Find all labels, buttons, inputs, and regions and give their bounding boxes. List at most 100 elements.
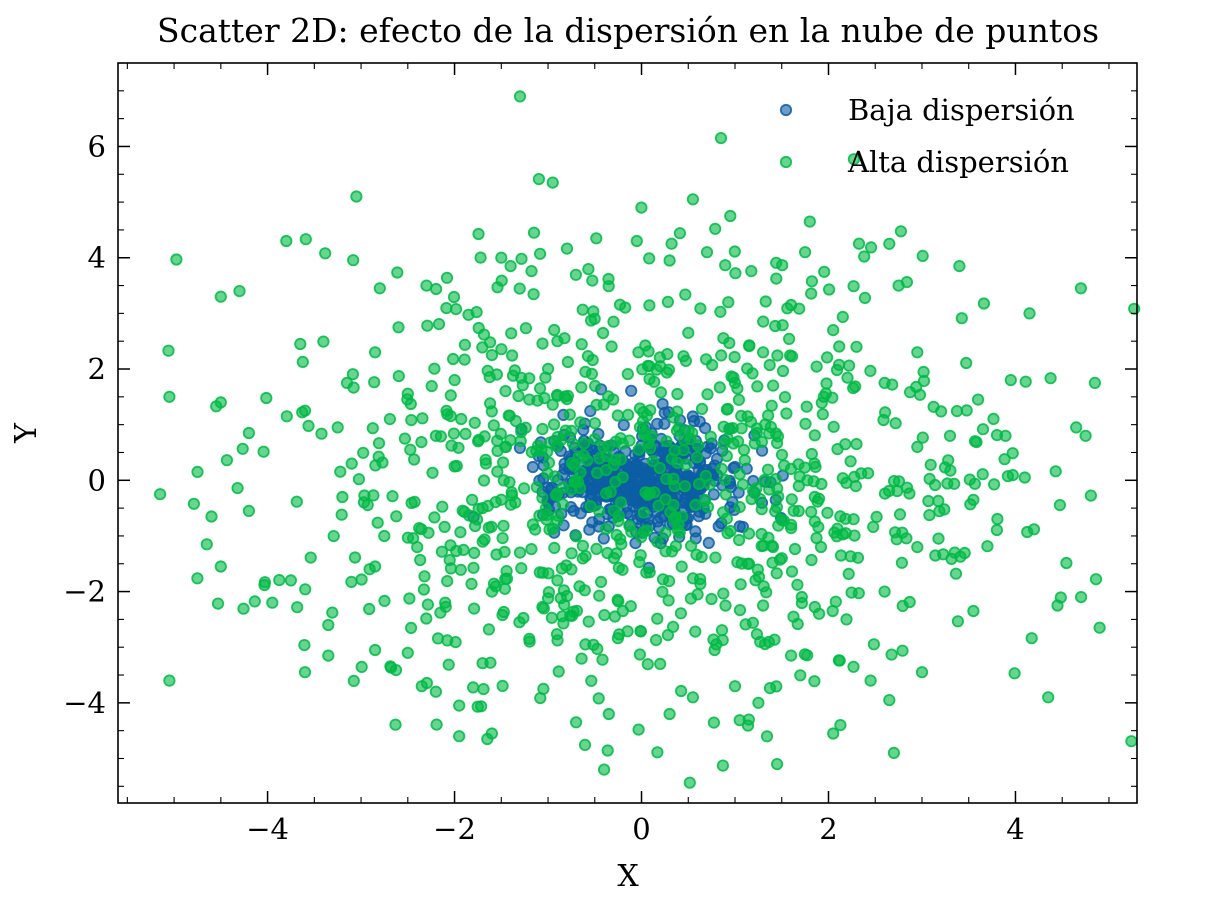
data-point (821, 506, 834, 519)
data-point (717, 587, 730, 600)
data-point (614, 453, 627, 466)
data-point (816, 408, 829, 421)
data-point (770, 256, 783, 269)
data-point (671, 524, 684, 537)
data-point (478, 533, 491, 546)
data-point (686, 193, 700, 206)
data-point (805, 447, 818, 461)
data-point (231, 481, 244, 495)
data-point (864, 674, 877, 687)
data-point (533, 382, 547, 395)
data-point (630, 234, 643, 248)
data-point (632, 443, 645, 456)
legend-marker (779, 103, 793, 117)
data-point (955, 312, 968, 325)
data-point (479, 453, 492, 466)
data-point (425, 379, 438, 393)
data-point (844, 455, 857, 468)
data-point (590, 466, 604, 479)
data-point (513, 90, 527, 103)
data-point (750, 426, 764, 440)
data-point (960, 356, 973, 370)
data-point (611, 409, 624, 422)
data-point (798, 461, 811, 474)
data-point (900, 275, 914, 289)
data-point (840, 476, 853, 489)
data-point (214, 290, 227, 303)
data-point (487, 419, 500, 432)
data-point (850, 340, 863, 353)
plot-area: −4 −2 0 2 4 −4 −2 0 2 4 6 (63, 62, 1141, 846)
data-point (818, 265, 831, 278)
data-point (406, 532, 420, 545)
data-point (594, 575, 608, 589)
data-point (770, 757, 784, 771)
data-point (646, 454, 660, 468)
data-point (719, 599, 732, 612)
data-point (440, 404, 453, 417)
data-point (453, 730, 466, 743)
data-point (490, 368, 503, 381)
data-point (713, 381, 726, 394)
data-point (755, 435, 769, 448)
data-point (719, 488, 732, 501)
data-point (715, 349, 728, 362)
data-point (878, 585, 891, 598)
data-point (432, 317, 446, 331)
data-point (793, 302, 806, 315)
data-point (596, 653, 609, 666)
data-point (887, 474, 901, 488)
data-point (513, 546, 527, 559)
data-point (656, 397, 669, 411)
data-point (705, 592, 718, 606)
data-point (586, 353, 599, 367)
data-point (689, 498, 702, 511)
data-point (575, 381, 588, 394)
data-point (951, 615, 965, 628)
data-point (1088, 376, 1102, 389)
data-point (671, 387, 684, 401)
data-point (597, 441, 610, 454)
data-point (290, 495, 303, 508)
data-point (847, 280, 860, 293)
data-point (887, 746, 901, 760)
data-point (498, 545, 511, 559)
data-point (482, 623, 495, 636)
data-point (566, 437, 580, 450)
data-point (721, 432, 734, 445)
data-point (938, 503, 951, 516)
data-point (363, 602, 376, 616)
data-point (299, 233, 312, 246)
data-point (976, 468, 989, 481)
data-point (634, 549, 647, 562)
data-point (532, 173, 546, 186)
data-point (661, 628, 675, 642)
data-point (220, 454, 233, 467)
data-point (800, 400, 813, 413)
data-point (782, 332, 796, 345)
data-point (496, 456, 510, 469)
data-point (643, 299, 656, 312)
data-point (607, 315, 620, 328)
data-point (634, 531, 648, 544)
data-point (347, 674, 360, 688)
data-point (793, 470, 806, 483)
data-point (582, 262, 595, 276)
data-point (447, 427, 460, 440)
data-point (640, 409, 654, 422)
data-point (954, 550, 967, 563)
data-point (258, 578, 271, 592)
data-point (373, 282, 386, 295)
data-point (368, 376, 381, 389)
data-point (602, 707, 615, 721)
data-point (530, 480, 543, 494)
data-point (599, 522, 613, 536)
data-point (470, 513, 484, 526)
data-point (743, 339, 756, 352)
data-point (720, 403, 734, 416)
data-point (691, 451, 704, 464)
data-point (724, 524, 737, 538)
data-point (472, 227, 485, 241)
data-point (449, 302, 463, 316)
data-point (675, 560, 688, 573)
